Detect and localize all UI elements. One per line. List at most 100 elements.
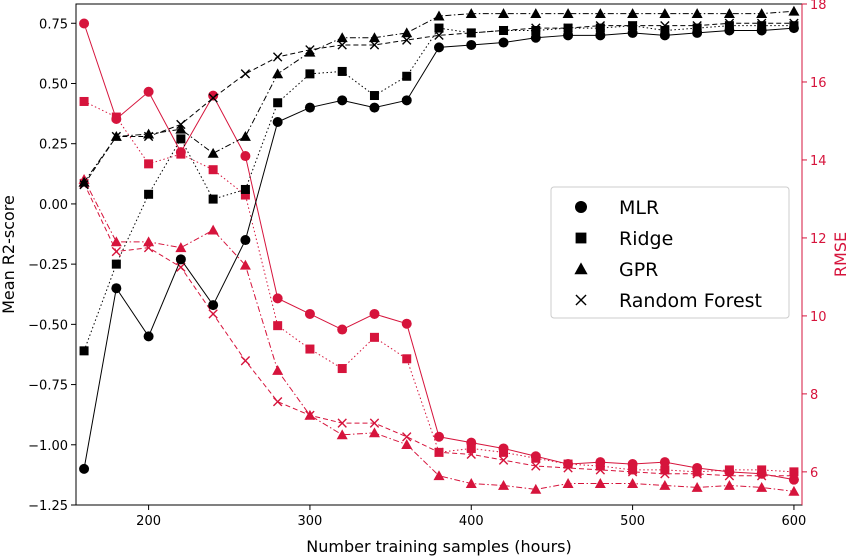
- data-point-ridge: [531, 25, 541, 35]
- data-point-ridge-rmse: [499, 447, 509, 457]
- y-axis-right-title: RMSE: [831, 232, 850, 277]
- data-point-gpr: [336, 32, 348, 43]
- y-right-tick-label: 14: [810, 154, 827, 169]
- data-point-gpr: [498, 8, 510, 19]
- data-point-ridge: [273, 98, 283, 108]
- data-point-random-forest-rmse: [498, 455, 509, 465]
- data-point-ridge-rmse: [208, 165, 218, 175]
- data-point-random-forest: [563, 23, 573, 33]
- data-point-gpr-rmse: [272, 364, 284, 375]
- data-point-mlr-rmse: [337, 324, 348, 335]
- data-point-random-forest: [337, 40, 347, 50]
- y-right-tick-label: 10: [810, 310, 827, 325]
- data-point-ridge: [337, 66, 347, 76]
- data-point-ridge: [144, 189, 154, 199]
- data-point-ridge-rmse: [563, 459, 573, 469]
- data-point-mlr: [595, 30, 606, 41]
- data-point-random-forest: [272, 52, 283, 62]
- legend-item-gpr: GPR: [574, 259, 658, 281]
- x-marker-icon: [575, 294, 587, 306]
- series-ridge-rmse: [79, 96, 799, 477]
- data-point-ridge: [757, 21, 767, 31]
- data-point-random-forest: [531, 23, 541, 33]
- data-point-mlr: [466, 39, 477, 50]
- data-point-ridge: [176, 134, 186, 144]
- data-point-gpr: [78, 176, 90, 187]
- data-point-random-forest-rmse: [531, 461, 541, 471]
- data-point-mlr: [208, 300, 219, 311]
- data-point-random-forest-rmse: [369, 418, 380, 428]
- circle-marker-icon: [575, 201, 587, 213]
- data-point-ridge-rmse: [144, 159, 154, 169]
- data-point-ridge: [208, 194, 218, 204]
- data-point-ridge: [595, 23, 605, 33]
- legend-item-mlr: MLR: [575, 197, 659, 219]
- data-point-gpr: [691, 8, 703, 19]
- data-point-gpr: [530, 8, 542, 19]
- data-point-gpr: [207, 147, 219, 158]
- y-right-tick-label: 8: [810, 388, 818, 403]
- data-point-random-forest-rmse: [337, 418, 347, 428]
- data-point-gpr-rmse: [175, 242, 187, 253]
- data-point-mlr: [175, 254, 186, 265]
- data-point-ridge-rmse: [402, 354, 412, 364]
- data-point-mlr: [79, 463, 90, 474]
- data-point-ridge-rmse: [240, 190, 250, 200]
- data-point-gpr: [788, 5, 800, 16]
- x-axis-title: Number training samples (hours): [306, 537, 572, 556]
- data-point-ridge: [402, 71, 412, 81]
- y-left-tick-label: −0.25: [28, 258, 68, 273]
- y-left-tick-label: −1.25: [28, 499, 68, 514]
- legend-item-ridge: Ridge: [575, 228, 673, 250]
- data-point-ridge-rmse: [273, 321, 283, 331]
- data-point-ridge-rmse: [692, 467, 702, 477]
- data-point-random-forest-rmse: [305, 410, 315, 421]
- axes-layer: 200 300 400 500 600 −1.25 −1.00 −0.75 −0.50 −0.25…: [28, 0, 826, 529]
- data-point-random-forest: [111, 131, 122, 142]
- y-right-tick-label: 6: [810, 466, 818, 481]
- data-point-random-forest: [240, 69, 251, 79]
- data-point-gpr: [239, 130, 251, 141]
- data-point-random-forest-rmse: [111, 246, 122, 257]
- data-point-ridge-rmse: [628, 465, 638, 475]
- series-random-forest: [79, 18, 799, 190]
- data-point-mlr: [111, 283, 122, 294]
- data-point-random-forest: [466, 28, 476, 38]
- data-point-gpr: [368, 32, 380, 43]
- data-point-ridge: [305, 69, 315, 79]
- x-tick-label: 600: [782, 514, 807, 529]
- data-point-ridge-rmse: [111, 112, 121, 122]
- data-point-gpr: [401, 27, 413, 38]
- y-right-tick-label: 12: [810, 232, 827, 247]
- data-point-gpr: [433, 10, 445, 21]
- data-point-random-forest-rmse: [143, 242, 154, 253]
- data-point-mlr: [434, 42, 444, 53]
- y-left-tick-label: 0.50: [39, 77, 68, 92]
- data-point-gpr-rmse: [562, 478, 574, 488]
- data-point-ridge-rmse: [305, 344, 315, 354]
- data-point-ridge-rmse: [724, 465, 734, 475]
- series-line-ridge: [83, 25, 794, 352]
- legend-label: Random Forest: [619, 290, 762, 312]
- series-line-gpr: [83, 10, 794, 183]
- data-point-gpr: [143, 128, 155, 139]
- data-point-gpr-rmse: [659, 480, 671, 490]
- data-point-gpr: [723, 8, 735, 19]
- data-point-random-forest-rmse: [756, 471, 767, 481]
- series-gpr-rmse: [78, 173, 800, 496]
- x-tick-label: 300: [298, 514, 323, 529]
- data-point-mlr-rmse: [434, 431, 444, 442]
- data-point-random-forest: [724, 18, 735, 28]
- y-left-tick-label: −0.50: [28, 318, 68, 333]
- data-point-ridge: [434, 23, 444, 33]
- data-point-gpr-rmse: [788, 485, 800, 496]
- data-point-gpr: [627, 8, 639, 19]
- data-point-ridge: [724, 21, 734, 31]
- data-point-ridge: [369, 91, 379, 101]
- data-point-gpr-rmse: [498, 480, 510, 490]
- data-point-mlr: [530, 32, 541, 43]
- data-point-mlr: [498, 37, 509, 48]
- data-point-gpr: [562, 8, 574, 19]
